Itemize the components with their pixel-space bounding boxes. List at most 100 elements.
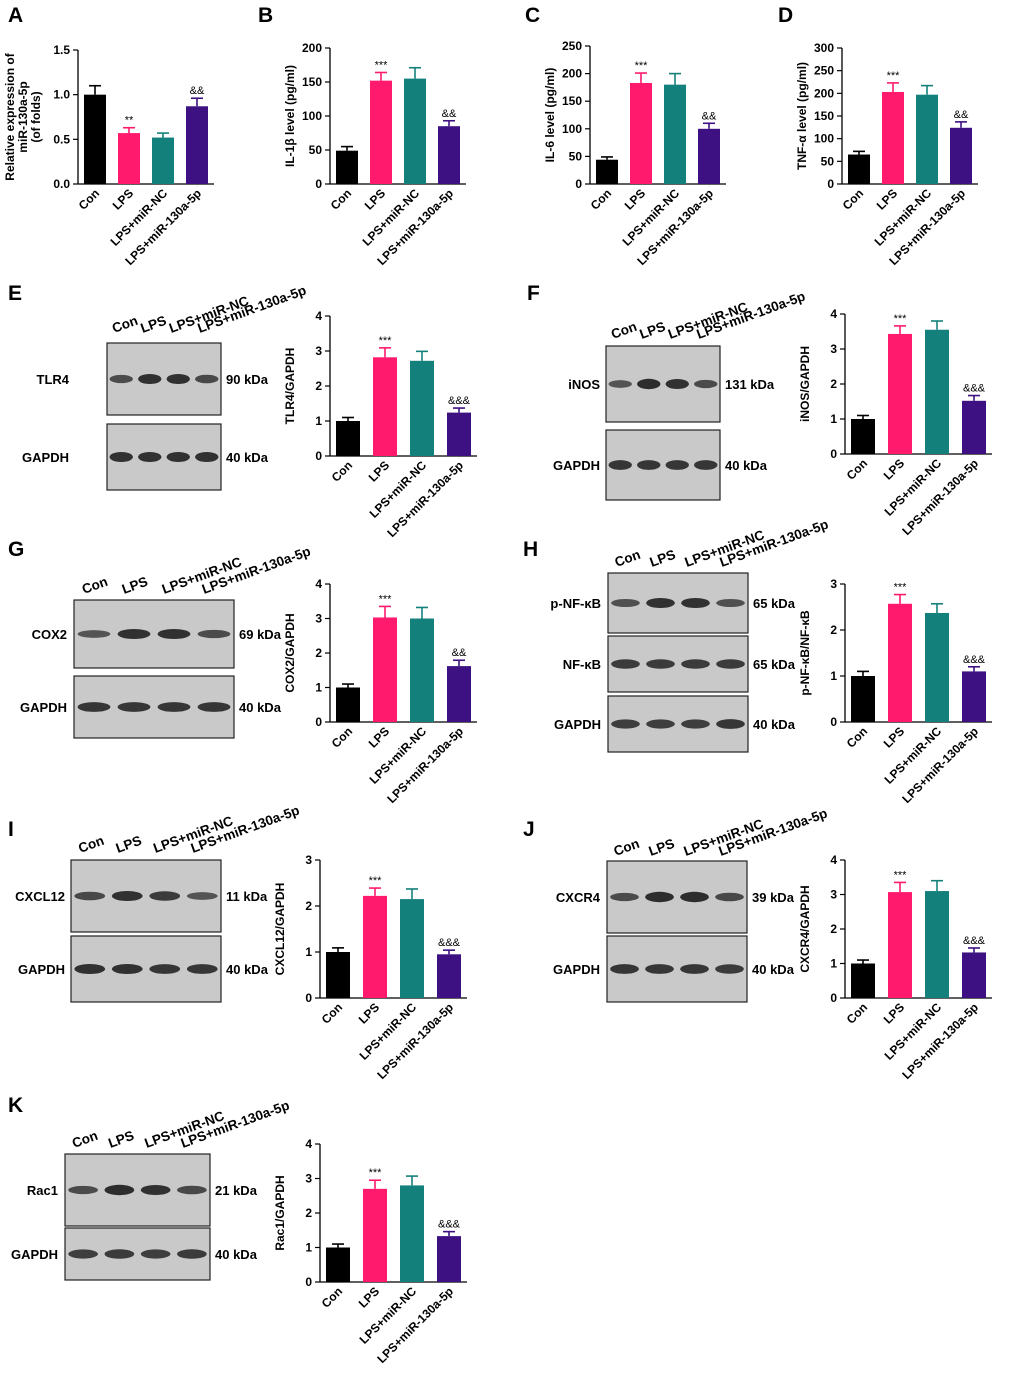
band <box>611 719 640 729</box>
y-tick-label: 0 <box>305 1275 312 1289</box>
bar-e-3 <box>447 412 471 456</box>
y-tick-label: 4 <box>315 577 322 591</box>
bar-h-3 <box>962 671 986 722</box>
bar-d-3 <box>950 127 972 184</box>
bar-b-2 <box>404 78 426 184</box>
band <box>694 379 718 389</box>
x-tick-label: Con <box>328 186 354 212</box>
y-tick-label: 1 <box>305 945 312 959</box>
significance-label: *** <box>379 335 393 347</box>
band <box>157 628 191 640</box>
protein-label: GAPDH <box>553 458 600 473</box>
significance-label: && <box>452 647 467 659</box>
bar-c-0 <box>596 159 618 184</box>
x-tick-label: Con <box>588 186 614 212</box>
panel-letter-i: I <box>8 818 14 841</box>
bar-h-2 <box>925 612 949 722</box>
y-axis-label: IL-6 level (pg/ml) <box>543 68 557 163</box>
x-tick-label: LPS <box>881 1000 907 1026</box>
lane-label: LPS <box>647 836 677 859</box>
band <box>694 460 718 470</box>
y-tick-label: 3 <box>830 577 837 591</box>
lane-label: Con <box>76 833 106 856</box>
significance-label: && <box>954 109 969 121</box>
kda-label: 40 kDa <box>226 962 269 977</box>
y-tick-label: 0 <box>830 715 837 729</box>
y-tick-label: 1 <box>315 414 322 428</box>
y-tick-label: 1 <box>305 1241 312 1255</box>
bar-a-3 <box>186 106 208 184</box>
y-tick-label: 0 <box>305 991 312 1005</box>
y-tick-label: 200 <box>302 41 322 55</box>
bar-k-3 <box>437 1236 461 1282</box>
protein-label: CXCR4 <box>556 890 601 905</box>
panel-letter-a: A <box>8 4 23 27</box>
lane-label: LPS <box>120 574 150 597</box>
protein-label: GAPDH <box>11 1247 58 1262</box>
lane-label: LPS <box>106 1128 136 1151</box>
bar-e-0 <box>336 421 360 456</box>
band <box>637 378 661 390</box>
panel-letter-h: H <box>523 538 538 561</box>
band <box>645 964 674 974</box>
y-tick-label: 50 <box>569 149 583 163</box>
y-tick-label: 0 <box>575 177 582 191</box>
bar-i-1 <box>363 895 387 998</box>
protein-label: GAPDH <box>18 962 65 977</box>
band <box>716 719 745 729</box>
bar-d-1 <box>882 91 904 184</box>
band <box>680 891 709 903</box>
y-axis-label: iNOS/GAPDH <box>798 346 812 422</box>
significance-label: &&& <box>438 937 461 949</box>
chart-d: 0 50 100 150 200 250 300 TNF-α level (pg/ml) Con… <box>795 41 978 268</box>
y-tick-label: 0 <box>315 177 322 191</box>
kda-label: 40 kDa <box>226 450 269 465</box>
significance-label: *** <box>379 593 393 605</box>
y-tick-label: 0.5 <box>53 132 70 146</box>
y-axis-label: CXCL12/GAPDH <box>273 883 287 976</box>
chart-a: 0.0 0.5 1.0 1.5 Relative expression ofmiR-13… <box>3 43 214 268</box>
significance-label: &&& <box>963 383 986 395</box>
panel-letter-d: D <box>778 4 793 27</box>
kda-label: 21 kDa <box>215 1183 258 1198</box>
significance-label: *** <box>894 313 908 325</box>
chart-f: 01234iNOS/GAPDHCon***LPSLPS+miR-NC&&&LPS… <box>798 307 992 538</box>
y-tick-label: 200 <box>562 67 582 81</box>
y-tick-label: 0 <box>315 715 322 729</box>
band <box>140 1249 171 1259</box>
y-axis-label: p-NF-κB/NF-κB <box>798 610 812 696</box>
y-axis-label: TNF-α level (pg/ml) <box>795 62 809 170</box>
significance-label: && <box>190 85 205 97</box>
significance-label: &&& <box>963 935 986 947</box>
y-tick-label: 4 <box>830 853 837 867</box>
band <box>646 659 675 669</box>
y-tick-label: 0 <box>827 177 834 191</box>
x-tick-label: LPS <box>622 186 648 212</box>
y-axis-label: Relative expression ofmiR-130a-5p(of fol… <box>3 52 43 180</box>
panel-letter-b: B <box>258 4 273 27</box>
significance-label: *** <box>887 70 901 82</box>
y-axis-label-line: (of folds) <box>29 91 43 142</box>
bar-j-2 <box>925 891 949 998</box>
x-tick-label: LPS <box>366 458 392 484</box>
lane-label: Con <box>613 547 643 570</box>
y-axis-label: IL-1β level (pg/ml) <box>283 65 297 167</box>
band <box>77 702 111 712</box>
band <box>646 597 675 609</box>
bar-f-3 <box>962 400 986 454</box>
bar-e-1 <box>373 357 397 456</box>
y-axis-label-line: Relative expression of <box>3 52 17 180</box>
bar-g-3 <box>447 666 471 722</box>
band <box>645 891 674 903</box>
significance-label: &&& <box>438 1219 461 1231</box>
band <box>74 963 106 975</box>
kda-label: 40 kDa <box>753 717 796 732</box>
y-tick-label: 0.0 <box>53 177 70 191</box>
kda-label: 90 kDa <box>226 372 269 387</box>
bar-i-2 <box>400 899 424 998</box>
y-tick-label: 4 <box>830 307 837 321</box>
y-tick-label: 4 <box>315 309 322 323</box>
band <box>104 1249 135 1259</box>
